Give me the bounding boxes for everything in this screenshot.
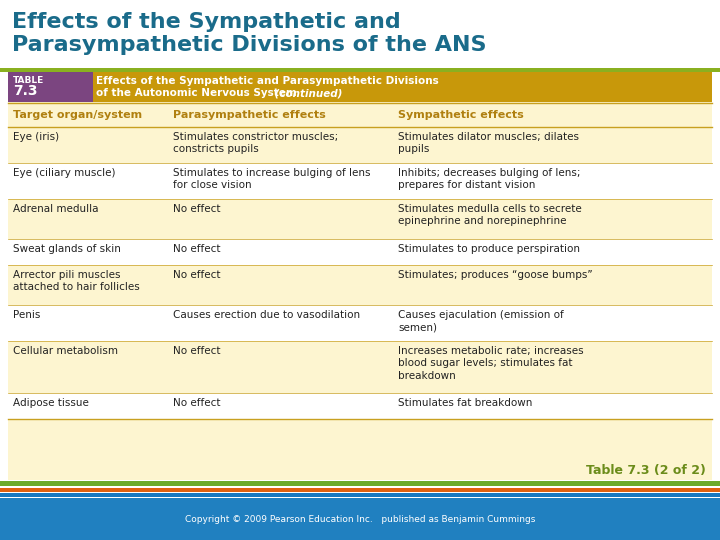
Text: Arrector pili muscles
attached to hair follicles: Arrector pili muscles attached to hair f… [13,270,140,292]
Text: Copyright © 2009 Pearson Education Inc.   published as Benjamin Cummings: Copyright © 2009 Pearson Education Inc. … [185,515,535,523]
Text: Stimulates to produce perspiration: Stimulates to produce perspiration [398,244,580,254]
Text: Parasympathetic effects: Parasympathetic effects [173,110,325,120]
Text: Effects of the Sympathetic and: Effects of the Sympathetic and [12,12,401,32]
Text: Stimulates to increase bulging of lens
for close vision: Stimulates to increase bulging of lens f… [173,168,371,191]
Text: Adrenal medulla: Adrenal medulla [13,204,99,214]
Bar [8,341,712,393]
Bar [8,199,712,239]
Bar [8,127,712,163]
Text: Stimulates fat breakdown: Stimulates fat breakdown [398,398,532,408]
Text: Table 7.3 (2 of 2): Table 7.3 (2 of 2) [586,464,706,477]
Bar [8,72,93,102]
Bar [8,103,712,127]
Bar [8,305,712,341]
Text: Increases metabolic rate; increases
blood sugar levels; stimulates fat
breakdown: Increases metabolic rate; increases bloo… [398,346,584,381]
Text: Inhibits; decreases bulging of lens;
prepares for distant vision: Inhibits; decreases bulging of lens; pre… [398,168,580,191]
Bar [0,481,720,486]
Text: No effect: No effect [173,346,220,356]
Text: No effect: No effect [173,244,220,254]
Text: Eye (iris): Eye (iris) [13,132,59,142]
Bar [8,239,712,265]
Text: Penis: Penis [13,310,40,320]
Bar [0,493,720,497]
Text: Cellular metabolism: Cellular metabolism [13,346,118,356]
Text: Causes erection due to vasodilation: Causes erection due to vasodilation [173,310,360,320]
Text: of the Autonomic Nervous System: of the Autonomic Nervous System [96,88,297,98]
Text: Stimulates; produces “goose bumps”: Stimulates; produces “goose bumps” [398,270,593,280]
Text: (continued): (continued) [271,88,343,98]
Bar [8,102,712,480]
Bar [0,68,720,72]
Text: TABLE: TABLE [13,76,44,85]
Bar [8,393,712,419]
Bar [8,265,712,305]
Text: Sympathetic effects: Sympathetic effects [398,110,523,120]
Text: No effect: No effect [173,398,220,408]
Text: No effect: No effect [173,270,220,280]
Text: Stimulates dilator muscles; dilates
pupils: Stimulates dilator muscles; dilates pupi… [398,132,579,154]
Bar [0,488,720,492]
Text: Target organ/system: Target organ/system [13,110,142,120]
Text: Effects of the Sympathetic and Parasympathetic Divisions: Effects of the Sympathetic and Parasympa… [96,76,438,86]
Text: Stimulates medulla cells to secrete
epinephrine and norepinephrine: Stimulates medulla cells to secrete epin… [398,204,582,226]
Text: Adipose tissue: Adipose tissue [13,398,89,408]
Bar [0,498,720,540]
Text: No effect: No effect [173,204,220,214]
Text: Causes ejaculation (emission of
semen): Causes ejaculation (emission of semen) [398,310,564,333]
Text: Stimulates constrictor muscles;
constricts pupils: Stimulates constrictor muscles; constric… [173,132,338,154]
Text: Eye (ciliary muscle): Eye (ciliary muscle) [13,168,115,178]
Text: Parasympathetic Divisions of the ANS: Parasympathetic Divisions of the ANS [12,35,487,55]
Text: Sweat glands of skin: Sweat glands of skin [13,244,121,254]
Text: 7.3: 7.3 [13,84,37,98]
Bar [8,72,712,102]
Bar [8,163,712,199]
